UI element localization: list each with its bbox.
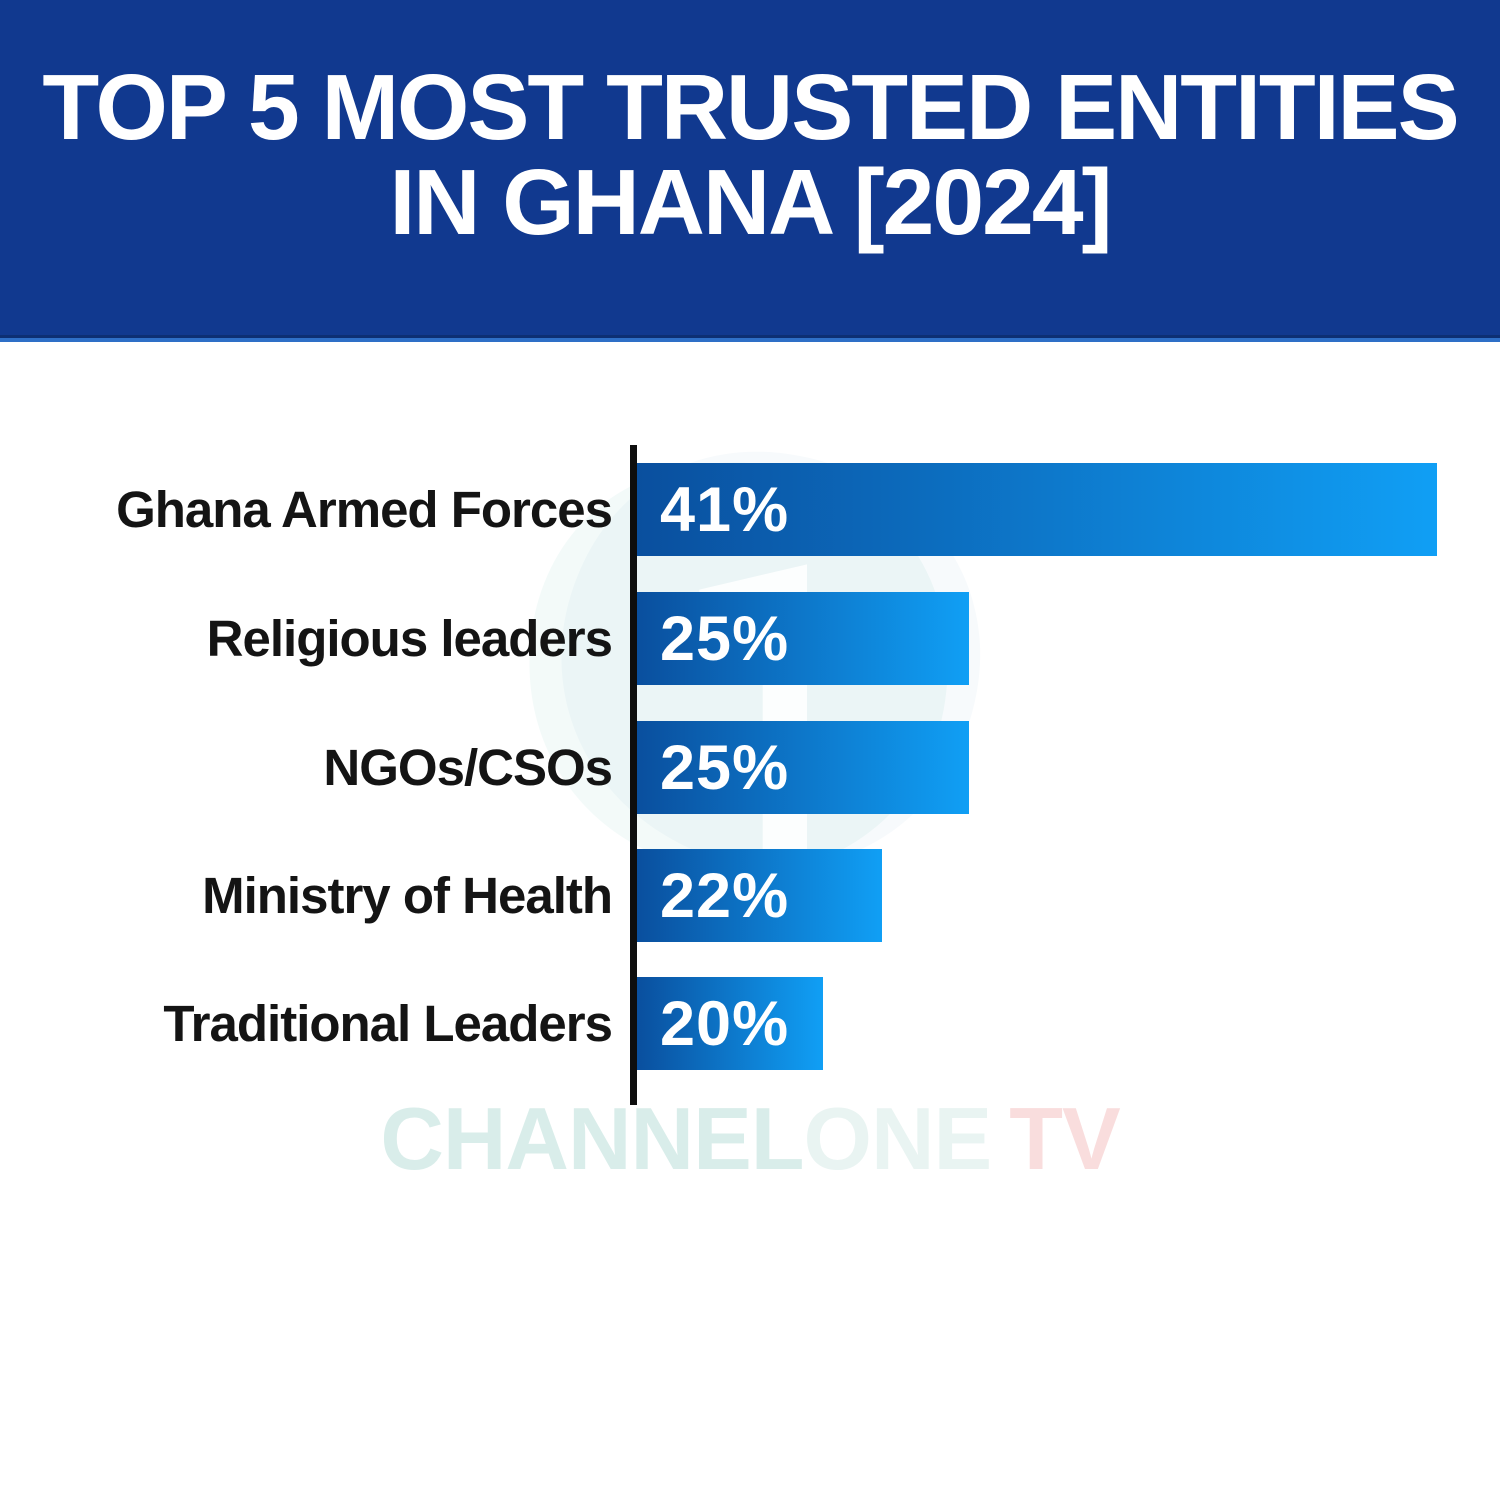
value-label: 25% (660, 732, 790, 803)
bar-ghana-armed-forces: 41% (637, 463, 1437, 556)
bar-traditional-leaders: 20% (637, 977, 824, 1070)
bar-religious-leaders: 25% (637, 592, 969, 685)
value-label: 25% (660, 603, 790, 674)
title-line-2: IN GHANA [2024] (389, 149, 1112, 254)
category-label-traditional-leaders: Traditional Leaders (163, 995, 613, 1052)
page-title: TOP 5 MOST TRUSTED ENTITIES IN GHANA [20… (0, 0, 1500, 250)
y-axis-line (630, 445, 637, 1105)
bar-ministry-of-health: 22% (637, 849, 882, 942)
category-label-religious-leaders: Religious leaders (206, 610, 613, 667)
watermark-tv: TV (1009, 1089, 1120, 1188)
table-row: NGOs/CSOs 25% (0, 721, 1500, 814)
title-line-1: TOP 5 MOST TRUSTED ENTITIES (42, 55, 1459, 159)
header-banner: TOP 5 MOST TRUSTED ENTITIES IN GHANA [20… (0, 0, 1500, 342)
watermark-one: ONE (803, 1089, 993, 1188)
watermark-channel: CHANNEL (380, 1089, 804, 1188)
table-row: Ghana Armed Forces 41% (0, 463, 1500, 556)
value-label: 22% (660, 860, 790, 931)
category-label-ngos-csos: NGOs/CSOs (323, 739, 613, 796)
background-text-watermark: CHANNELONE TV (0, 1088, 1500, 1190)
table-row: Religious leaders 25% (0, 592, 1500, 685)
table-row: Ministry of Health 22% (0, 849, 1500, 942)
category-label-ministry-of-health: Ministry of Health (202, 867, 613, 924)
value-label: 20% (660, 988, 790, 1059)
category-label-ghana-armed-forces: Ghana Armed Forces (116, 481, 613, 538)
bar-ngos-csos: 25% (637, 721, 969, 814)
table-row: Traditional Leaders 20% (0, 977, 1500, 1070)
value-label: 41% (660, 474, 790, 545)
